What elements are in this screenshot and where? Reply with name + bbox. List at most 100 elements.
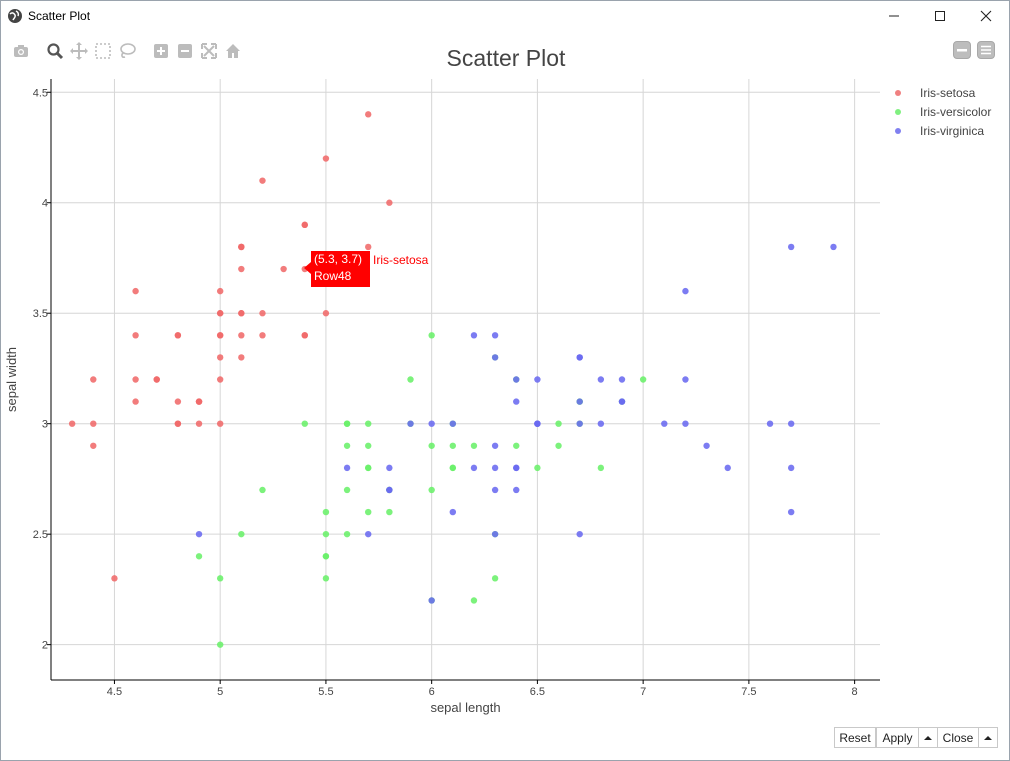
data-point	[301, 221, 308, 229]
data-point	[513, 398, 520, 405]
data-point	[534, 376, 541, 383]
data-point	[555, 420, 562, 427]
data-point	[682, 287, 689, 295]
data-point	[216, 420, 224, 427]
hover-tooltip: (5.3, 3.7) Row48	[311, 251, 370, 287]
data-point	[555, 442, 562, 449]
tooltip-series-name: Iris-setosa	[373, 253, 429, 267]
data-point	[682, 376, 689, 383]
legend-marker	[895, 109, 901, 115]
data-point	[386, 199, 393, 206]
data-point	[491, 332, 499, 339]
data-point	[513, 486, 520, 494]
apply-button[interactable]: Apply	[876, 727, 919, 748]
close-window-button[interactable]	[963, 1, 1009, 31]
collapse-button[interactable]	[953, 41, 971, 59]
data-point	[513, 442, 520, 449]
reset-axes-icon[interactable]	[223, 41, 243, 61]
data-point	[449, 442, 457, 449]
minimize-icon	[889, 15, 899, 17]
data-point	[787, 464, 795, 472]
data-point	[830, 243, 837, 251]
tooltip-pointer	[304, 262, 311, 274]
data-point	[766, 420, 774, 427]
zoom-out-icon[interactable]	[175, 41, 195, 61]
pan-icon[interactable]	[69, 41, 89, 61]
data-point	[322, 508, 330, 516]
data-point	[174, 332, 182, 339]
legend-label: Iris-virginica	[920, 124, 985, 138]
close-dropdown-button[interactable]	[978, 727, 998, 748]
data-point	[470, 597, 478, 604]
legend-label: Iris-versicolor	[920, 105, 992, 119]
y-tick-label: 2	[42, 640, 48, 652]
minimize-button[interactable]	[871, 1, 917, 31]
data-point	[132, 332, 139, 339]
chevron-up-icon	[924, 735, 932, 740]
zoom-icon[interactable]	[45, 41, 65, 61]
close-button[interactable]: Close	[937, 727, 979, 748]
close-icon	[980, 10, 992, 22]
data-point	[428, 597, 435, 604]
data-point	[132, 376, 139, 383]
data-point	[703, 442, 710, 449]
data-point	[365, 420, 372, 427]
data-point	[618, 398, 626, 405]
data-point	[491, 442, 499, 449]
apply-dropdown-button[interactable]	[918, 727, 938, 748]
y-tick-label: 2.5	[33, 529, 48, 541]
x-tick-label: 7.5	[741, 686, 756, 698]
box-select-icon[interactable]	[93, 41, 113, 61]
globe-icon	[7, 8, 23, 24]
x-tick-label: 5	[217, 686, 223, 698]
data-point	[90, 442, 97, 449]
data-point	[68, 420, 76, 427]
data-point	[322, 310, 330, 317]
y-axis-label: sepal width	[4, 347, 19, 412]
data-point	[238, 530, 245, 538]
data-point	[787, 243, 795, 251]
data-point	[491, 530, 499, 538]
data-point	[576, 398, 583, 405]
y-tick-label: 4	[42, 198, 48, 210]
plot-title: Scatter Plot	[446, 45, 566, 71]
data-point	[428, 420, 435, 427]
data-point	[534, 420, 541, 427]
data-point	[195, 553, 203, 560]
tooltip-coords: (5.3, 3.7)	[314, 252, 363, 266]
data-point	[470, 464, 478, 472]
data-point	[90, 376, 97, 383]
data-point	[153, 376, 160, 383]
data-point	[428, 486, 435, 494]
data-point	[322, 530, 330, 538]
data-point	[470, 442, 478, 449]
zoom-in-icon[interactable]	[151, 41, 171, 61]
data-point	[195, 420, 203, 427]
lasso-select-icon[interactable]	[117, 41, 137, 61]
data-point	[216, 310, 224, 317]
data-point	[365, 530, 372, 538]
reset-button[interactable]: Reset	[834, 727, 876, 748]
menu-button[interactable]	[977, 41, 995, 59]
data-point	[259, 332, 266, 339]
data-point	[322, 155, 330, 162]
y-tick-label: 4.5	[33, 87, 48, 99]
x-axis-label: sepal length	[430, 700, 500, 715]
camera-icon[interactable]	[11, 41, 31, 61]
data-point	[216, 287, 224, 295]
data-point	[195, 530, 203, 538]
maximize-button[interactable]	[917, 1, 963, 31]
data-point	[513, 464, 520, 472]
tooltip-row: Row48	[314, 269, 352, 283]
data-point	[449, 508, 457, 516]
data-point	[216, 354, 224, 361]
window-title: Scatter Plot	[28, 9, 91, 23]
legend-marker	[895, 90, 901, 96]
data-point	[132, 398, 139, 405]
data-point	[597, 420, 605, 427]
autoscale-icon[interactable]	[199, 41, 219, 61]
data-point	[365, 442, 372, 449]
data-point	[534, 464, 541, 472]
